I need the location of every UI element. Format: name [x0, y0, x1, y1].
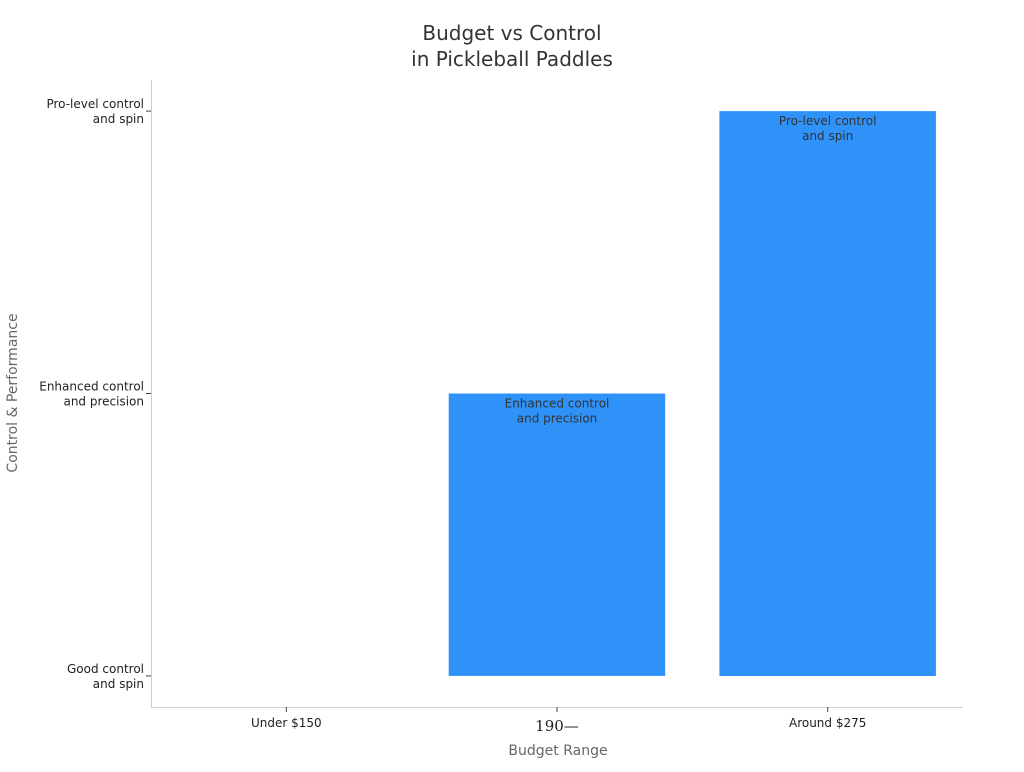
data-label-1-line-1: Enhanced control — [505, 397, 610, 411]
y-tick-label-0-line-1: Good control — [67, 662, 144, 676]
y-tick-label-1-line-1: Enhanced control — [39, 380, 144, 394]
y-tick-label-2-line-1: Pro-level control — [46, 97, 144, 111]
data-label-1-line-2: and precision — [517, 412, 598, 426]
data-label-2-line-1: Pro-level control — [779, 114, 877, 128]
y-tick-label-2-line-2: and spin — [93, 112, 144, 126]
y-tick-label-0-line-2: and spin — [93, 677, 144, 691]
y-axis-title: Control & Performance — [5, 313, 21, 472]
chart-title-line-1: Budget vs Control — [422, 21, 601, 45]
chart-title-line-2: in Pickleball Paddles — [411, 47, 613, 71]
data-label-2-line-2: and spin — [802, 129, 853, 143]
bar-2 — [719, 111, 936, 677]
y-tick-label-1-line-2: and precision — [63, 395, 144, 409]
bar-1 — [448, 393, 666, 676]
x-tick-label-0: Under $150 — [251, 716, 322, 730]
bars-layer — [448, 111, 936, 677]
x-tick-label-1: 190— — [535, 717, 579, 735]
x-axis-title: Budget Range — [508, 743, 607, 759]
x-ticks-layer: Under $150 190— Around $275 — [251, 707, 866, 735]
x-tick-label-2: Around $275 — [789, 716, 866, 730]
